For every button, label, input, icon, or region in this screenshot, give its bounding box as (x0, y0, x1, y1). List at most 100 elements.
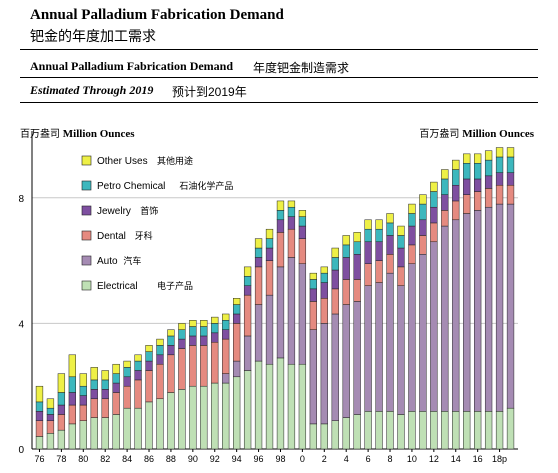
bar-segment-other-uses-17 (484, 150, 493, 161)
bar-segment-jewelry-02 (320, 282, 328, 299)
unit-right-chinese: 百万盎司 (419, 129, 460, 140)
bar-segment-electrical-86 (145, 401, 153, 450)
bar-segment-petro-chemical-85 (134, 360, 142, 371)
bar-segment-other-uses-03 (331, 247, 339, 258)
bar-segment-electrical-06 (364, 411, 372, 450)
bar-segment-jewelry-05 (353, 254, 361, 280)
bar-segment-other-uses-09 (397, 225, 405, 236)
bar-segment-petro-chemical-13 (441, 178, 449, 195)
bar-segment-jewelry-93 (222, 329, 230, 340)
bar-segment-petro-chemical-84 (123, 367, 131, 378)
bar-segment-dental-82 (101, 398, 109, 418)
bar-segment-dental-18 (495, 184, 504, 205)
legend-swatch-other-uses (81, 155, 92, 166)
bar-segment-dental-77 (46, 420, 55, 434)
bar-segment-electrical-12 (430, 411, 438, 450)
bar-segment-other-uses-16 (474, 153, 482, 164)
legend-label-zh-auto: 汽车 (123, 255, 141, 266)
bar-segment-electrical-10 (408, 411, 416, 450)
x-tick-label: 92 (210, 454, 220, 464)
bar-segment-electrical-01 (309, 423, 317, 450)
bar-segment-jewelry-91 (200, 335, 208, 346)
bar-segment-other-uses-86 (145, 345, 153, 352)
bar-segment-other-uses-11 (419, 194, 427, 205)
bar-segment-jewelry-03 (331, 269, 339, 290)
bar-segment-petro-chemical-89 (178, 329, 186, 340)
bar-segment-electrical-15 (463, 411, 471, 450)
bar-segment-other-uses-99 (287, 200, 296, 208)
bar-segment-other-uses-92 (211, 316, 219, 324)
bar-segment-petro-chemical-07 (375, 228, 383, 243)
x-tick-label: 12 (429, 454, 439, 464)
bar-segment-jewelry-01 (309, 288, 317, 302)
bar-segment-auto-97 (265, 294, 274, 365)
bar-segment-auto-08 (386, 272, 394, 412)
bar-segment-dental-10 (408, 244, 416, 264)
bar-segment-auto-99 (287, 257, 296, 365)
bar-segment-dental-05 (353, 279, 361, 302)
bar-segment-electrical-76 (35, 436, 44, 450)
bar-segment-jewelry-82 (101, 389, 109, 400)
x-tick-label: 84 (122, 454, 132, 464)
x-tick-label: 98 (275, 454, 285, 464)
bar-segment-dental-95 (243, 294, 252, 337)
bar-segment-electrical-17 (484, 411, 493, 450)
bar-segment-auto-00 (298, 263, 307, 365)
bar-segment-petro-chemical-91 (200, 326, 208, 337)
x-tick-label: 6 (366, 454, 371, 464)
bar-segment-electrical-90 (189, 385, 197, 450)
bar-segment-jewelry-16 (474, 178, 482, 192)
bar-segment-electrical-83 (112, 414, 120, 450)
bar-segment-dental-14 (452, 200, 460, 221)
bar-segment-other-uses-18 (495, 147, 504, 158)
bar-segment-dental-83 (112, 392, 120, 415)
y-tick-label: 0 (18, 445, 24, 456)
bar-segment-jewelry-89 (178, 338, 186, 349)
bar-segment-petro-chemical-00 (298, 216, 307, 227)
bar-segment-petro-chemical-81 (90, 379, 98, 390)
bar-segment-jewelry-18 (495, 172, 504, 186)
legend-label-zh-other-uses: 其他用途 (157, 155, 193, 166)
bar-segment-dental-79 (68, 404, 76, 425)
bar-segment-electrical-99 (287, 363, 296, 450)
bar-segment-other-uses-85 (134, 354, 142, 362)
bar-segment-dental-96 (254, 266, 263, 305)
bar-segment-electrical-07 (375, 411, 383, 450)
bar-segment-other-uses-78 (57, 373, 66, 393)
bar-segment-electrical-04 (342, 417, 350, 450)
x-tick-label: 16 (473, 454, 483, 464)
y-axis-unit-right: 百万盎司 Million Ounces (419, 125, 534, 140)
bar-segment-electrical-13 (441, 411, 449, 450)
bar-segment-dental-84 (123, 385, 131, 409)
bar-segment-auto-06 (364, 285, 372, 412)
bar-segment-electrical-93 (222, 382, 230, 450)
legend-swatch-electrical (81, 280, 92, 291)
bar-segment-dental-19 (506, 184, 515, 205)
bar-segment-other-uses-02 (320, 266, 328, 274)
bar-segment-dental-88 (167, 354, 175, 393)
bar-segment-petro-chemical-03 (331, 257, 339, 271)
bar-segment-petro-chemical-14 (452, 169, 460, 186)
bar-segment-auto-16 (474, 210, 482, 412)
bar-segment-dental-91 (200, 345, 208, 387)
bar-segment-dental-99 (287, 228, 296, 258)
bar-segment-jewelry-97 (265, 247, 274, 261)
bar-segment-dental-86 (145, 370, 153, 403)
bar-segment-electrical-80 (79, 420, 87, 450)
bar-segment-jewelry-85 (134, 370, 142, 381)
bar-segment-electrical-95 (243, 370, 252, 450)
bar-segment-electrical-81 (90, 417, 98, 450)
bar-segment-petro-chemical-97 (265, 238, 274, 249)
x-tick-label: 8 (388, 454, 393, 464)
bar-segment-other-uses-19 (506, 147, 515, 158)
bar-segment-jewelry-81 (90, 389, 98, 400)
bar-segment-dental-89 (178, 348, 186, 390)
x-tick-label: 0 (300, 454, 305, 464)
bar-segment-dental-92 (211, 341, 219, 384)
bar-segment-dental-94 (233, 323, 241, 362)
bar-segment-jewelry-17 (484, 175, 493, 189)
bar-segment-auto-09 (397, 285, 405, 415)
bar-segment-petro-chemical-90 (189, 326, 197, 337)
bar-segment-dental-11 (419, 235, 427, 255)
bar-segment-other-uses-08 (386, 213, 394, 224)
